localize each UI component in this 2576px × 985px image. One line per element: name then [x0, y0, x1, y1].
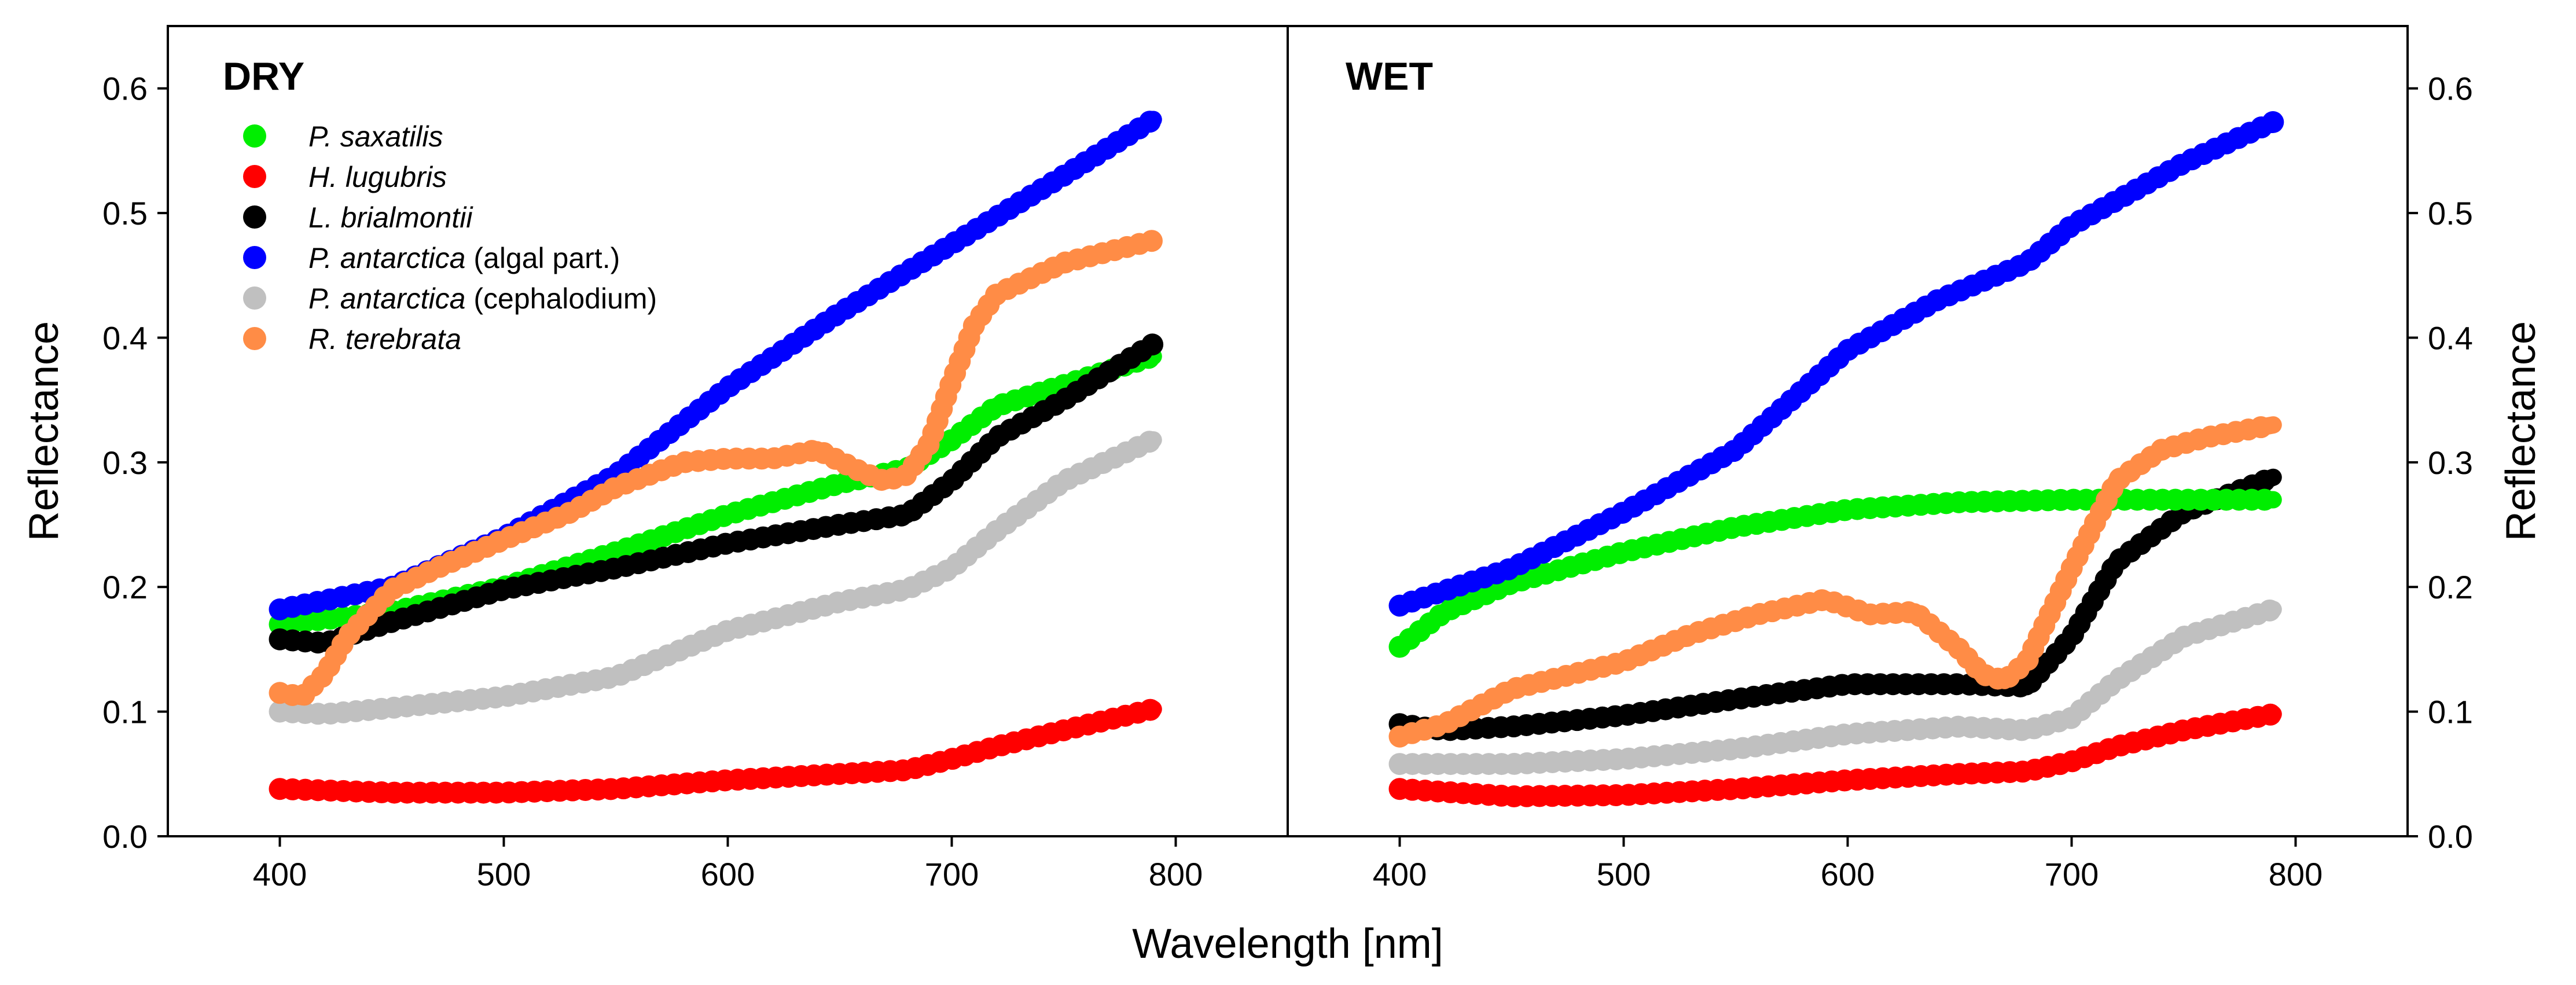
wet-y-tick-label: 0.6	[2428, 71, 2473, 107]
wet-panel-title: WET	[1346, 54, 1433, 98]
wet-series-pant_cep-markers	[1388, 598, 2284, 775]
dry-panel: DRY 400 500 600 700 800 0.00.10.20.30.40.50.…	[102, 54, 1203, 892]
dry-y-tick-label: 0.1	[102, 694, 148, 730]
wet-series-psax-markers	[1388, 488, 2284, 658]
legend-label-rter: R. terebrata	[308, 323, 461, 355]
y-axis-title-left: Reflectance	[21, 321, 67, 541]
dry-series-lbri-markers	[269, 333, 1164, 655]
legend-marker-hlug	[243, 165, 266, 188]
wet-series-hlug-markers	[1388, 703, 2284, 808]
wet-plot-frame	[1287, 25, 2409, 837]
legend-marker-psax	[243, 124, 266, 148]
legend-marker-rter	[243, 327, 266, 350]
wet-series	[1388, 111, 2284, 808]
wet-panel: WET 400 500 600 700 800 0.00.10.20.30.40.50.…	[1346, 54, 2473, 892]
legend: P. saxatilis H. lugubris L. brialmontii P. …	[243, 120, 657, 355]
dry-y-tick-label: 0.2	[102, 569, 148, 605]
dry-x-tick-label: 400	[253, 856, 307, 892]
wet-x-tick-label: 500	[1597, 856, 1651, 892]
dry-x-tick-label: 500	[477, 856, 531, 892]
dry-y-tick-label: 0.0	[102, 818, 148, 855]
dry-y-tick-label: 0.4	[102, 319, 148, 356]
x-axis-title: Wavelength [nm]	[1132, 921, 1443, 967]
dry-series-pant_cep-markers	[269, 429, 1164, 725]
wet-series-rter-markers	[1388, 414, 2284, 748]
wet-y-tick-label: 0.1	[2428, 694, 2473, 730]
wet-y-tick-label: 0.0	[2428, 818, 2473, 855]
wet-x-tick-label: 700	[2045, 856, 2099, 892]
legend-label-lbri: L. brialmontii	[308, 201, 473, 234]
dry-y-ticks: 0.0 0.1 0.2 0.3 0.4 0.5 0.6	[102, 71, 168, 855]
dry-series	[269, 108, 1164, 804]
dry-panel-title: DRY	[223, 54, 304, 98]
wet-y-tick-label: 0.5	[2428, 195, 2473, 231]
wet-series-pant_alg-markers	[1388, 111, 2284, 617]
legend-label-hlug: H. lugubris	[308, 161, 447, 193]
legend-marker-pant_alg	[243, 246, 266, 269]
legend-label-pant_alg: P. antarctica (algal part.)	[308, 242, 620, 274]
legend-label-psax: P. saxatilis	[308, 120, 443, 153]
wet-x-ticks: 400 500 600 700 800	[1373, 836, 2323, 892]
wet-x-tick-label: 800	[2269, 856, 2323, 892]
dry-x-tick-label: 600	[701, 856, 755, 892]
legend-marker-pant_cep	[243, 286, 266, 310]
wet-y-tick-label: 0.3	[2428, 444, 2473, 481]
wet-x-tick-label: 600	[1821, 856, 1875, 892]
legend-marker-lbri	[243, 205, 266, 229]
wet-x-tick-label: 400	[1373, 856, 1427, 892]
dry-x-tick-label: 700	[925, 856, 979, 892]
dry-y-tick-label: 0.5	[102, 195, 148, 231]
wet-series-lbri-markers	[1388, 466, 2284, 741]
dry-x-ticks: 400 500 600 700 800	[253, 836, 1203, 892]
dry-x-tick-label: 800	[1149, 856, 1203, 892]
dry-series-rter-markers	[269, 229, 1164, 708]
y-axis-title-right: Reflectance	[2498, 321, 2544, 541]
wet-y-tick-label: 0.4	[2428, 319, 2473, 356]
dry-y-tick-label: 0.6	[102, 71, 148, 107]
wet-y-ticks: 0.0 0.1 0.2 0.3 0.4 0.5 0.6	[2408, 71, 2473, 855]
wet-y-tick-label: 0.2	[2428, 569, 2473, 605]
dry-y-tick-label: 0.3	[102, 444, 148, 481]
dry-series-hlug-markers	[269, 698, 1164, 804]
legend-label-pant_cep: P. antarctica (cephalodium)	[308, 282, 657, 315]
